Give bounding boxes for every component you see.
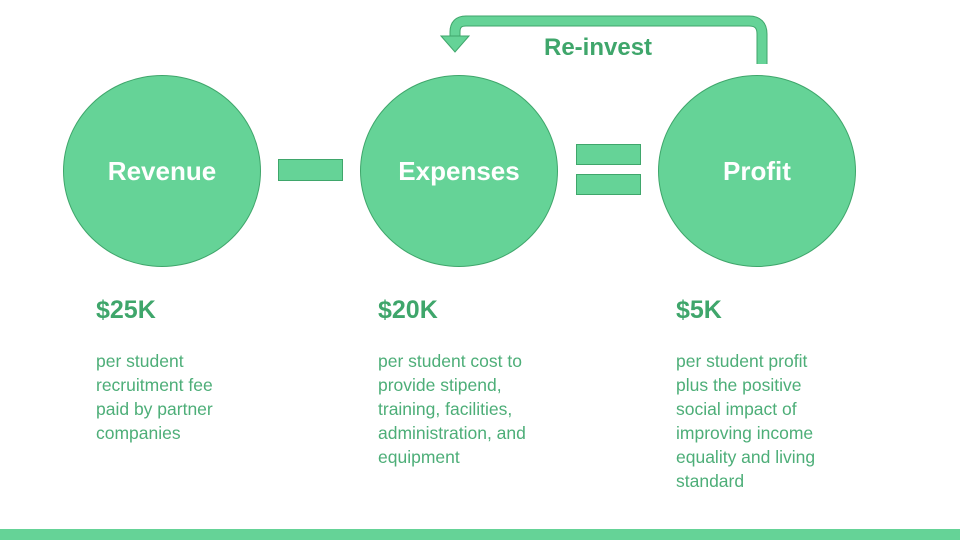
expenses-label: Expenses [398, 155, 520, 186]
expenses-amount: $20K [378, 296, 438, 324]
expenses-description: per student cost to provide stipend, tra… [378, 351, 526, 467]
revenue-label: Revenue [107, 155, 217, 186]
reinvest-label: Re-invest [544, 34, 653, 61]
expenses-circle: Expenses [360, 75, 558, 267]
equals-sign-bottom [576, 174, 641, 195]
minus-sign [278, 159, 343, 181]
profit-label: Profit [723, 155, 791, 186]
arrowhead-icon [439, 35, 471, 53]
profit-description: per student profit plus the positive soc… [676, 351, 816, 491]
footer-bar [0, 529, 960, 540]
revenue-amount: $25K [96, 296, 156, 324]
profit-circle: Profit [658, 75, 856, 267]
revenue-circle: Revenue [63, 75, 261, 267]
revenue-description: per student recruitment fee paid by part… [96, 351, 213, 443]
profit-amount: $5K [676, 296, 722, 324]
equals-sign-top [576, 144, 641, 165]
